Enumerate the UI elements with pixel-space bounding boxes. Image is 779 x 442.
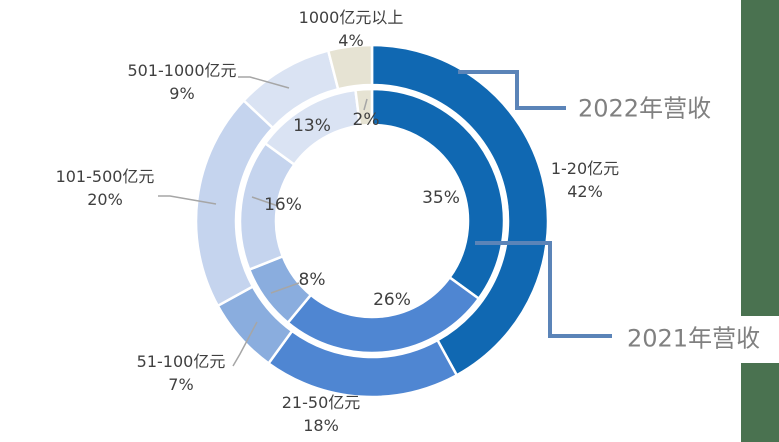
green-accent-bar-1 [741,363,779,442]
callout-line-1 [475,241,612,338]
leader-line-1 [158,195,217,205]
leader-line-5 [363,98,368,111]
donut-slice-outer-5 [326,43,374,91]
leader-line-4 [270,282,300,294]
donut-slice-outer-0 [370,43,550,377]
donut-slice-inner-0 [370,87,506,300]
green-accent-bar-0 [741,0,779,316]
leader-line-0 [238,76,290,89]
donut-slice-inner-5 [354,87,374,128]
callout-line-0 [458,70,566,110]
leader-line-2 [232,321,258,367]
leader-line-3 [251,196,279,207]
